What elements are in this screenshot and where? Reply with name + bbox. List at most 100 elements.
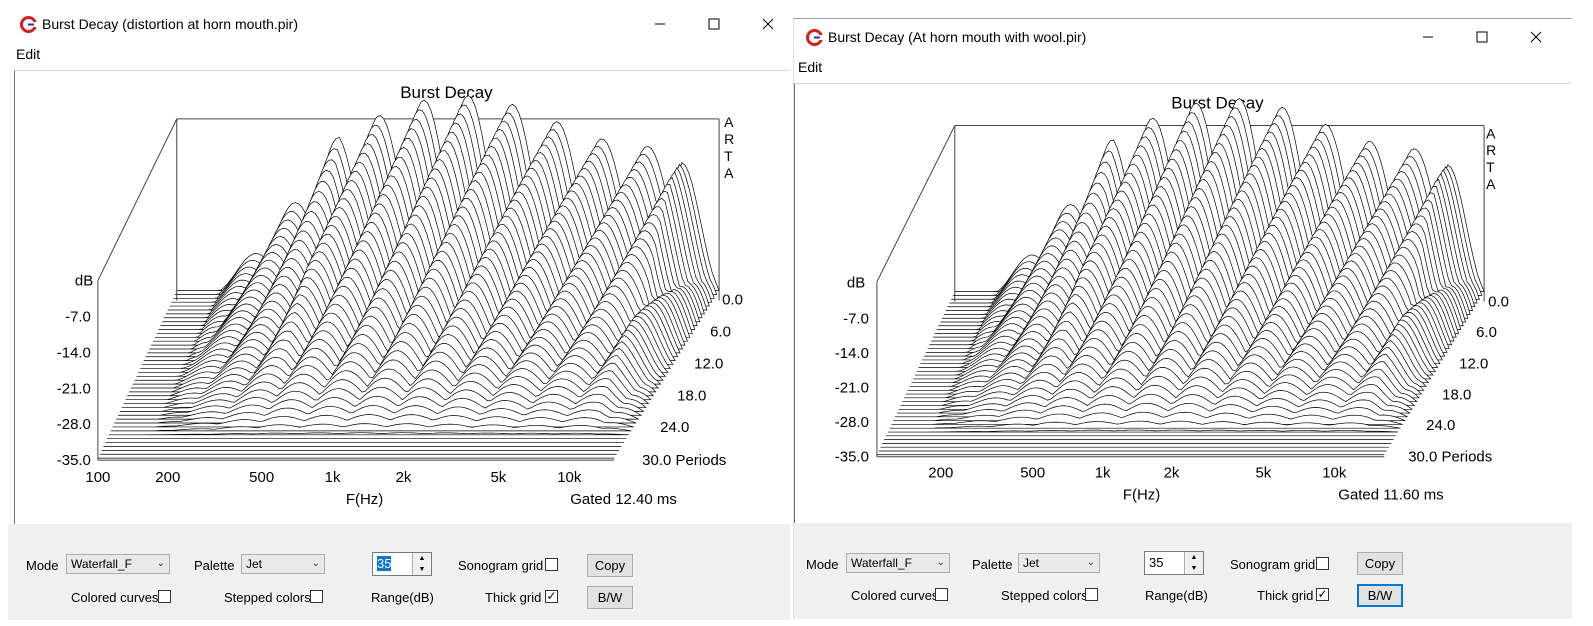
waterfall-chart: Burst Decay A R T A dB -7.0 -14.0 -21.0 bbox=[835, 94, 1509, 503]
mode-value: Waterfall_F bbox=[71, 557, 132, 571]
minimize-button[interactable] bbox=[638, 11, 682, 37]
maximize-icon bbox=[708, 18, 720, 30]
x-tick: 2k bbox=[1164, 466, 1180, 482]
stepped-colors-checkbox[interactable] bbox=[310, 590, 323, 603]
copy-button[interactable]: Copy bbox=[587, 554, 633, 577]
waterfall-curves bbox=[97, 95, 720, 459]
x-tick: 5k bbox=[490, 469, 506, 486]
palette-label: Palette bbox=[972, 557, 1013, 572]
range-value[interactable]: 35 bbox=[377, 556, 392, 571]
z-tick: 24.0 bbox=[660, 419, 689, 436]
watermark-letter: T bbox=[1486, 159, 1495, 175]
y-tick: -35.0 bbox=[835, 450, 869, 466]
x-tick: 100 bbox=[85, 469, 110, 486]
spin-down-icon[interactable]: ▼ bbox=[1185, 563, 1203, 574]
title-bar[interactable]: Burst Decay (At horn mouth with wool.pir… bbox=[794, 19, 1572, 53]
watermark-letter: A bbox=[1486, 125, 1496, 141]
x-tick: 10k bbox=[557, 469, 582, 486]
y-tick: -21.0 bbox=[835, 381, 869, 397]
minimize-icon bbox=[1423, 36, 1433, 38]
bw-button[interactable]: B/W bbox=[1357, 584, 1403, 607]
sonogram-grid-checkbox[interactable] bbox=[1316, 557, 1329, 570]
z-axis-ticks: 0.0 6.0 12.0 18.0 24.0 30.0 Periods bbox=[1408, 295, 1509, 466]
z-tick: 6.0 bbox=[710, 323, 731, 340]
artawatermark: A R T A bbox=[724, 114, 734, 181]
menu-edit[interactable]: Edit bbox=[798, 59, 823, 75]
z-axis-ticks: 0.0 6.0 12.0 18.0 24.0 30.0 Periods bbox=[642, 291, 743, 469]
watermark-letter: T bbox=[724, 148, 733, 164]
x-tick: 10k bbox=[1322, 466, 1347, 482]
bw-button[interactable]: B/W bbox=[587, 586, 633, 609]
copy-button[interactable]: Copy bbox=[1357, 552, 1403, 575]
palette-select[interactable]: Jet ⌄ bbox=[241, 554, 325, 574]
gated-label: Gated 12.40 ms bbox=[570, 491, 677, 508]
palette-select[interactable]: Jet ⌄ bbox=[1018, 553, 1100, 573]
watermark-letter: R bbox=[724, 131, 734, 147]
box-frame bbox=[97, 118, 720, 461]
watermark-letter: R bbox=[1486, 142, 1496, 158]
sonogram-grid-label: Sonogram grid bbox=[1230, 557, 1316, 572]
z-tick: 24.0 bbox=[1426, 418, 1455, 434]
y-axis-ticks: -7.0 -14.0 -21.0 -28.0 -35.0 bbox=[835, 311, 869, 465]
close-button[interactable] bbox=[1514, 24, 1558, 50]
palette-value: Jet bbox=[246, 557, 263, 571]
thick-grid-label: Thick grid bbox=[485, 590, 542, 605]
close-button[interactable] bbox=[746, 11, 790, 37]
decay-curve bbox=[891, 411, 1403, 425]
menu-bar: Edit bbox=[794, 57, 1572, 79]
y-tick: -21.0 bbox=[57, 380, 91, 397]
x-tick: 200 bbox=[928, 466, 953, 482]
colored-curves-checkbox[interactable] bbox=[158, 590, 171, 603]
chevron-down-icon: ⌄ bbox=[156, 558, 165, 569]
range-value[interactable]: 35 bbox=[1149, 555, 1164, 570]
mode-select[interactable]: Waterfall_F ⌄ bbox=[846, 553, 950, 573]
z-tick: 30.0 Periods bbox=[642, 452, 726, 469]
thick-grid-checkbox[interactable]: ✓ bbox=[1316, 587, 1329, 601]
burst-decay-window-1: Burst Decay (distortion at horn mouth.pi… bbox=[8, 6, 790, 620]
minimize-button[interactable] bbox=[1406, 24, 1450, 50]
title-bar[interactable]: Burst Decay (distortion at horn mouth.pi… bbox=[8, 6, 790, 40]
range-spinner[interactable]: 35 ▲ ▼ bbox=[1144, 551, 1204, 575]
db-label: dB bbox=[75, 273, 93, 290]
y-tick: -14.0 bbox=[57, 344, 91, 361]
chevron-down-icon: ⌄ bbox=[1086, 557, 1095, 568]
maximize-button[interactable] bbox=[1460, 24, 1504, 50]
maximize-button[interactable] bbox=[692, 11, 736, 37]
window-title: Burst Decay (At horn mouth with wool.pir… bbox=[828, 29, 1087, 45]
arta-app-icon bbox=[20, 16, 37, 33]
colored-curves-checkbox[interactable] bbox=[935, 588, 948, 601]
y-tick: -7.0 bbox=[843, 311, 869, 327]
thick-grid-checkbox[interactable]: ✓ bbox=[545, 589, 558, 603]
decay-curve bbox=[887, 429, 1399, 433]
y-tick: -28.0 bbox=[835, 415, 869, 431]
y-tick: -7.0 bbox=[65, 308, 91, 325]
sonogram-grid-checkbox[interactable] bbox=[545, 558, 558, 571]
x-axis-label: F(Hz) bbox=[1123, 487, 1160, 503]
z-tick: 12.0 bbox=[1459, 357, 1488, 373]
maximize-icon bbox=[1476, 31, 1488, 43]
x-axis-label: F(Hz) bbox=[346, 491, 383, 508]
chart-title: Burst Decay bbox=[1171, 94, 1264, 113]
spin-down-icon[interactable]: ▼ bbox=[413, 564, 431, 575]
z-tick: 6.0 bbox=[1476, 325, 1497, 341]
x-tick: 200 bbox=[155, 469, 180, 486]
sonogram-grid-label: Sonogram grid bbox=[458, 558, 544, 573]
waterfall-plot: Burst Decay A R T A dB -7.0 -14.0 - bbox=[14, 70, 790, 524]
z-tick: 0.0 bbox=[722, 291, 743, 308]
mode-select[interactable]: Waterfall_F ⌄ bbox=[66, 554, 170, 574]
minimize-icon bbox=[655, 23, 665, 25]
range-spinner[interactable]: 35 ▲ ▼ bbox=[372, 552, 432, 576]
decay-curve bbox=[108, 432, 629, 436]
stepped-colors-checkbox[interactable] bbox=[1085, 588, 1098, 601]
colored-curves-label: Colored curves bbox=[851, 588, 939, 603]
stepped-colors-label: Stepped colors bbox=[224, 590, 311, 605]
control-panel: Mode Waterfall_F ⌄ Palette Jet ⌄ 35 ▲ ▼ … bbox=[794, 523, 1572, 619]
db-label: dB bbox=[847, 276, 865, 292]
menu-edit[interactable]: Edit bbox=[16, 46, 41, 62]
arta-app-icon bbox=[806, 29, 823, 46]
chevron-down-icon: ⌄ bbox=[936, 557, 945, 568]
x-axis-ticks: 100 200 500 1k 2k 5k 10k bbox=[85, 469, 581, 486]
mode-label: Mode bbox=[806, 557, 839, 572]
x-tick: 5k bbox=[1255, 466, 1271, 482]
x-tick: 500 bbox=[249, 469, 274, 486]
